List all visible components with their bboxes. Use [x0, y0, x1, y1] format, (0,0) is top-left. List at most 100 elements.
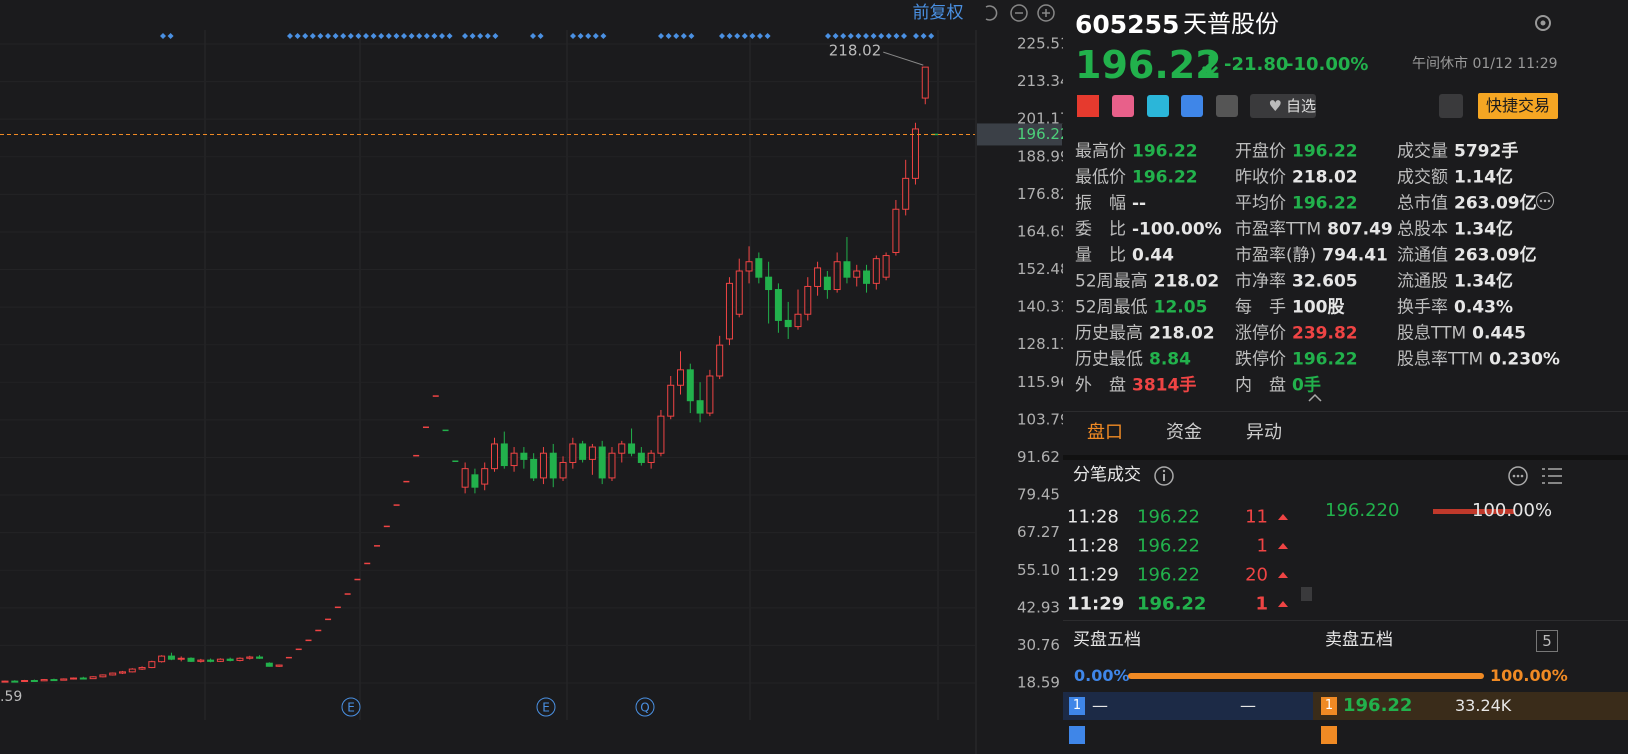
candle-body — [677, 369, 685, 386]
event-circle[interactable] — [635, 697, 655, 717]
candle-body — [657, 415, 665, 454]
trade-price: 196.22 — [1137, 564, 1200, 586]
sell-price: 196.22 — [1343, 695, 1413, 716]
stat-label: 总市值 — [1397, 193, 1448, 214]
candle-body — [814, 267, 822, 287]
stat-value: 807.49 — [1327, 219, 1393, 240]
y-tick-label: 55.10 — [1017, 561, 1060, 579]
buy-title: 买盘五档 — [1073, 630, 1141, 650]
candle-body — [471, 474, 479, 488]
note-icon[interactable] — [1216, 95, 1238, 117]
stat-label: 最高价 — [1075, 141, 1126, 162]
marker-diamond — [688, 33, 695, 39]
trade-time: 11:28 — [1067, 535, 1119, 557]
candle-body — [598, 446, 606, 479]
tag-icon[interactable] — [1112, 95, 1134, 117]
candle-body — [197, 659, 205, 662]
marker-diamond — [585, 33, 592, 39]
stat-label: 总股本 — [1397, 219, 1448, 240]
stat-label: 最低价 — [1075, 167, 1126, 188]
candle-body — [128, 668, 136, 673]
stat: 市净率 32.605 — [1235, 267, 1358, 292]
candle-body — [784, 319, 792, 328]
sell-level: 1 — [1321, 697, 1337, 715]
tag-icon[interactable] — [1181, 95, 1203, 117]
list-icon[interactable] — [1540, 465, 1564, 487]
reset-icon[interactable] — [985, 5, 998, 21]
low-label: .59 — [0, 689, 22, 705]
stat-label: 市盈率TTM — [1235, 219, 1322, 240]
candle-body — [79, 677, 87, 680]
candle-body — [725, 282, 733, 340]
more-icon[interactable] — [1507, 465, 1529, 487]
depth-toggle[interactable]: 5 — [1536, 630, 1558, 652]
stat-value: 0.230% — [1489, 349, 1560, 370]
marker-diamond — [484, 33, 491, 39]
candle-body — [549, 452, 557, 479]
candle-body — [637, 452, 645, 463]
tab[interactable]: 盘口 — [1087, 422, 1123, 443]
alert-icon[interactable] — [1439, 94, 1463, 118]
marker-diamond — [658, 33, 664, 39]
stat-value: 5792手 — [1454, 141, 1519, 162]
info-icon[interactable] — [1153, 465, 1175, 487]
adjust-button[interactable]: 前复权 — [913, 3, 964, 23]
tag-icon[interactable] — [1147, 95, 1169, 117]
candle-body — [539, 452, 547, 479]
candle-body — [510, 452, 518, 467]
candle-body — [50, 679, 58, 682]
summary-price: 196.220 — [1325, 500, 1400, 521]
stat: 历史最高 218.02 — [1075, 319, 1215, 344]
candle-body — [265, 662, 273, 667]
stat-label: 昨收价 — [1235, 167, 1286, 188]
zoom-out[interactable] — [1010, 4, 1028, 22]
settings-icon[interactable] — [1532, 12, 1554, 34]
candle-body — [716, 344, 724, 377]
buy-level — [1069, 726, 1085, 744]
stat-value: 218.02 — [1149, 323, 1215, 344]
candle-body — [794, 313, 802, 328]
stat-value: 1.14亿 — [1454, 167, 1513, 188]
stat-value: 12.05 — [1153, 297, 1208, 318]
stat-value: 196.22 — [1292, 349, 1358, 370]
tab[interactable]: 资金 — [1166, 422, 1202, 443]
collapse-icon[interactable] — [1307, 393, 1323, 403]
marker-diamond — [370, 33, 377, 39]
candle-body — [647, 452, 655, 463]
stat-label: 每 手 — [1235, 297, 1286, 318]
stat-value: 100股 — [1292, 297, 1345, 318]
stat: 总股本 1.34亿 — [1397, 215, 1513, 240]
divider — [1063, 455, 1628, 460]
candle-body — [158, 655, 166, 663]
candle-body — [608, 452, 616, 479]
trade-volume: 1 — [1256, 535, 1268, 557]
stat: 流通值 263.09亿 — [1397, 241, 1537, 266]
stat-label: 涨停价 — [1235, 323, 1286, 344]
y-tick-label: 201.17 — [1017, 110, 1063, 128]
tab[interactable]: 异动 — [1246, 422, 1282, 443]
candle-body — [187, 657, 195, 662]
candle-body — [148, 661, 156, 669]
candle-body — [207, 659, 215, 662]
down-arrow — [1201, 56, 1219, 77]
zoom-in[interactable] — [1037, 4, 1055, 22]
stat-value: 218.02 — [1153, 271, 1220, 292]
stat-label: 股息TTM — [1397, 323, 1467, 344]
trade-button[interactable]: 快捷交易 — [1478, 93, 1558, 119]
y-tick-label: 115.96 — [1017, 373, 1063, 391]
marker-diamond — [741, 33, 748, 39]
price: 196.22 — [1075, 43, 1222, 87]
stat: 外 盘 3814手 — [1075, 371, 1196, 396]
event-circle[interactable] — [536, 697, 556, 717]
event-circle[interactable] — [341, 697, 361, 717]
sell-volume: 33.24K — [1455, 696, 1512, 715]
candle-body — [461, 468, 469, 488]
marker-diamond — [431, 33, 438, 39]
stat-value: 0.43% — [1454, 297, 1513, 318]
more-icon[interactable] — [1535, 191, 1555, 211]
ratio-bar — [1128, 673, 1484, 679]
event-label: E — [542, 701, 550, 715]
watch-button[interactable]: ♥ 自选 — [1250, 94, 1316, 118]
section-title: 分笔成交 — [1073, 465, 1141, 485]
marker-diamond — [462, 33, 468, 39]
